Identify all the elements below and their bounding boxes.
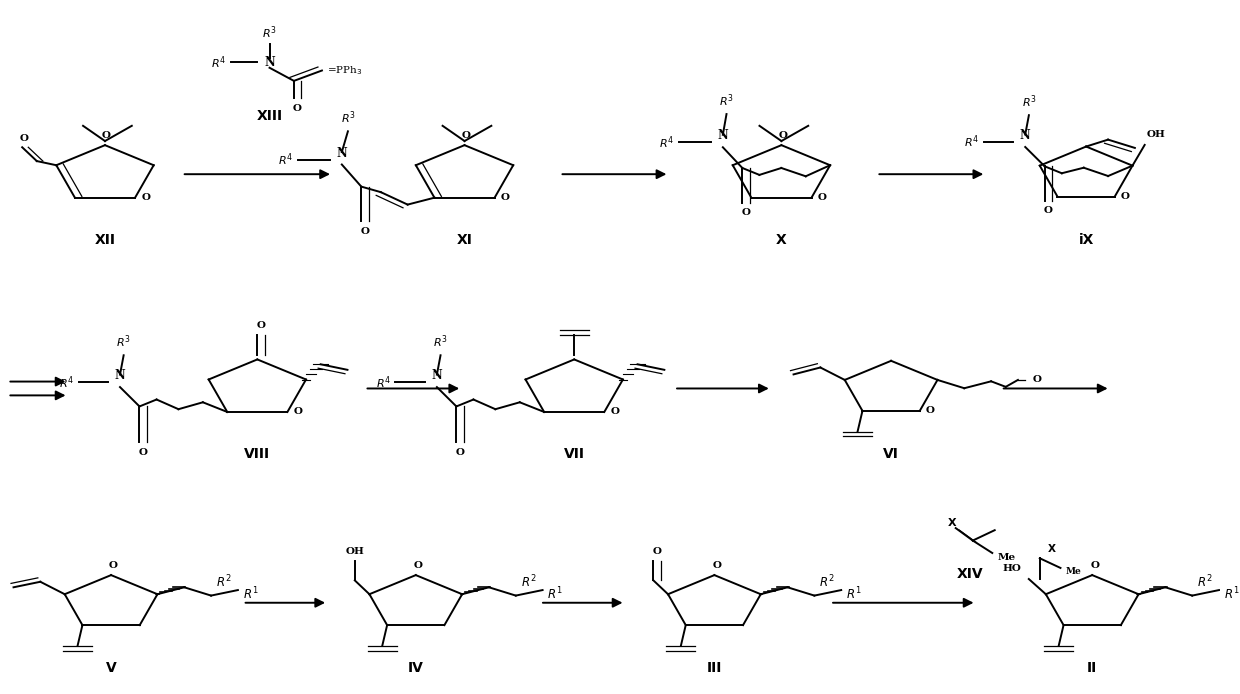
Text: O: O — [141, 193, 150, 202]
Text: O: O — [139, 448, 148, 457]
Text: $R^2$: $R^2$ — [1197, 573, 1213, 590]
Text: $R^2$: $R^2$ — [820, 573, 835, 590]
Text: O: O — [742, 208, 750, 217]
Text: X: X — [947, 518, 956, 528]
Text: O: O — [455, 448, 465, 457]
Text: iX: iX — [1079, 233, 1094, 247]
Text: $R^4$: $R^4$ — [58, 374, 73, 391]
Text: $R^4$: $R^4$ — [963, 134, 978, 151]
Text: $R^3$: $R^3$ — [262, 25, 277, 42]
Text: O: O — [1090, 561, 1099, 570]
Text: HO: HO — [1003, 564, 1022, 573]
Text: Me: Me — [1065, 567, 1081, 576]
Text: $R^4$: $R^4$ — [278, 151, 293, 168]
Text: $R^3$: $R^3$ — [433, 334, 448, 350]
Text: $R^1$: $R^1$ — [1224, 585, 1240, 602]
Text: N: N — [718, 129, 728, 142]
Text: $R^4$: $R^4$ — [211, 54, 226, 71]
Text: X: X — [776, 233, 787, 247]
Text: Me: Me — [997, 553, 1016, 562]
Text: O: O — [102, 131, 110, 140]
Text: $R^4$: $R^4$ — [376, 374, 391, 391]
Text: XI: XI — [456, 233, 472, 247]
Text: O: O — [461, 131, 470, 140]
Text: $R^3$: $R^3$ — [719, 92, 734, 109]
Text: O: O — [1044, 206, 1053, 215]
Text: N: N — [114, 369, 125, 382]
Text: XII: XII — [94, 233, 115, 247]
Text: $R^1$: $R^1$ — [548, 585, 563, 602]
Text: N: N — [1019, 129, 1030, 142]
Text: OH: OH — [1147, 130, 1166, 139]
Text: N: N — [432, 369, 443, 382]
Text: O: O — [361, 227, 370, 236]
Text: $R^2$: $R^2$ — [216, 573, 232, 590]
Text: O: O — [501, 193, 510, 202]
Text: O: O — [817, 193, 827, 202]
Text: XIII: XIII — [257, 108, 283, 123]
Text: N: N — [264, 56, 275, 69]
Text: O: O — [109, 561, 118, 570]
Text: $R^2$: $R^2$ — [521, 573, 536, 590]
Text: O: O — [652, 547, 662, 556]
Text: $R^3$: $R^3$ — [1022, 94, 1037, 110]
Text: O: O — [1033, 375, 1042, 384]
Text: OH: OH — [346, 547, 365, 556]
Text: O: O — [1121, 192, 1130, 201]
Text: VIII: VIII — [244, 447, 270, 461]
Text: O: O — [414, 561, 423, 570]
Text: $R^3$: $R^3$ — [341, 110, 356, 126]
Text: $R^3$: $R^3$ — [117, 334, 131, 350]
Text: XIV: XIV — [957, 567, 983, 581]
Text: O: O — [20, 134, 29, 143]
Text: IV: IV — [408, 661, 424, 675]
Text: II: II — [1087, 661, 1097, 675]
Text: VI: VI — [883, 447, 899, 461]
Text: O: O — [926, 407, 935, 415]
Text: O: O — [294, 407, 303, 416]
Text: N: N — [336, 146, 347, 160]
Text: III: III — [707, 661, 722, 675]
Text: $R^1$: $R^1$ — [846, 585, 862, 602]
Text: O: O — [712, 561, 722, 570]
Text: O: O — [293, 103, 303, 112]
Text: $R^1$: $R^1$ — [243, 585, 258, 602]
Text: O: O — [610, 407, 620, 416]
Text: X: X — [1048, 544, 1056, 554]
Text: VII: VII — [564, 447, 585, 461]
Text: O: O — [257, 321, 265, 330]
Text: =PPh$_3$: =PPh$_3$ — [327, 64, 362, 77]
Text: V: V — [105, 661, 117, 675]
Text: O: O — [779, 131, 787, 140]
Text: $R^4$: $R^4$ — [658, 134, 675, 151]
